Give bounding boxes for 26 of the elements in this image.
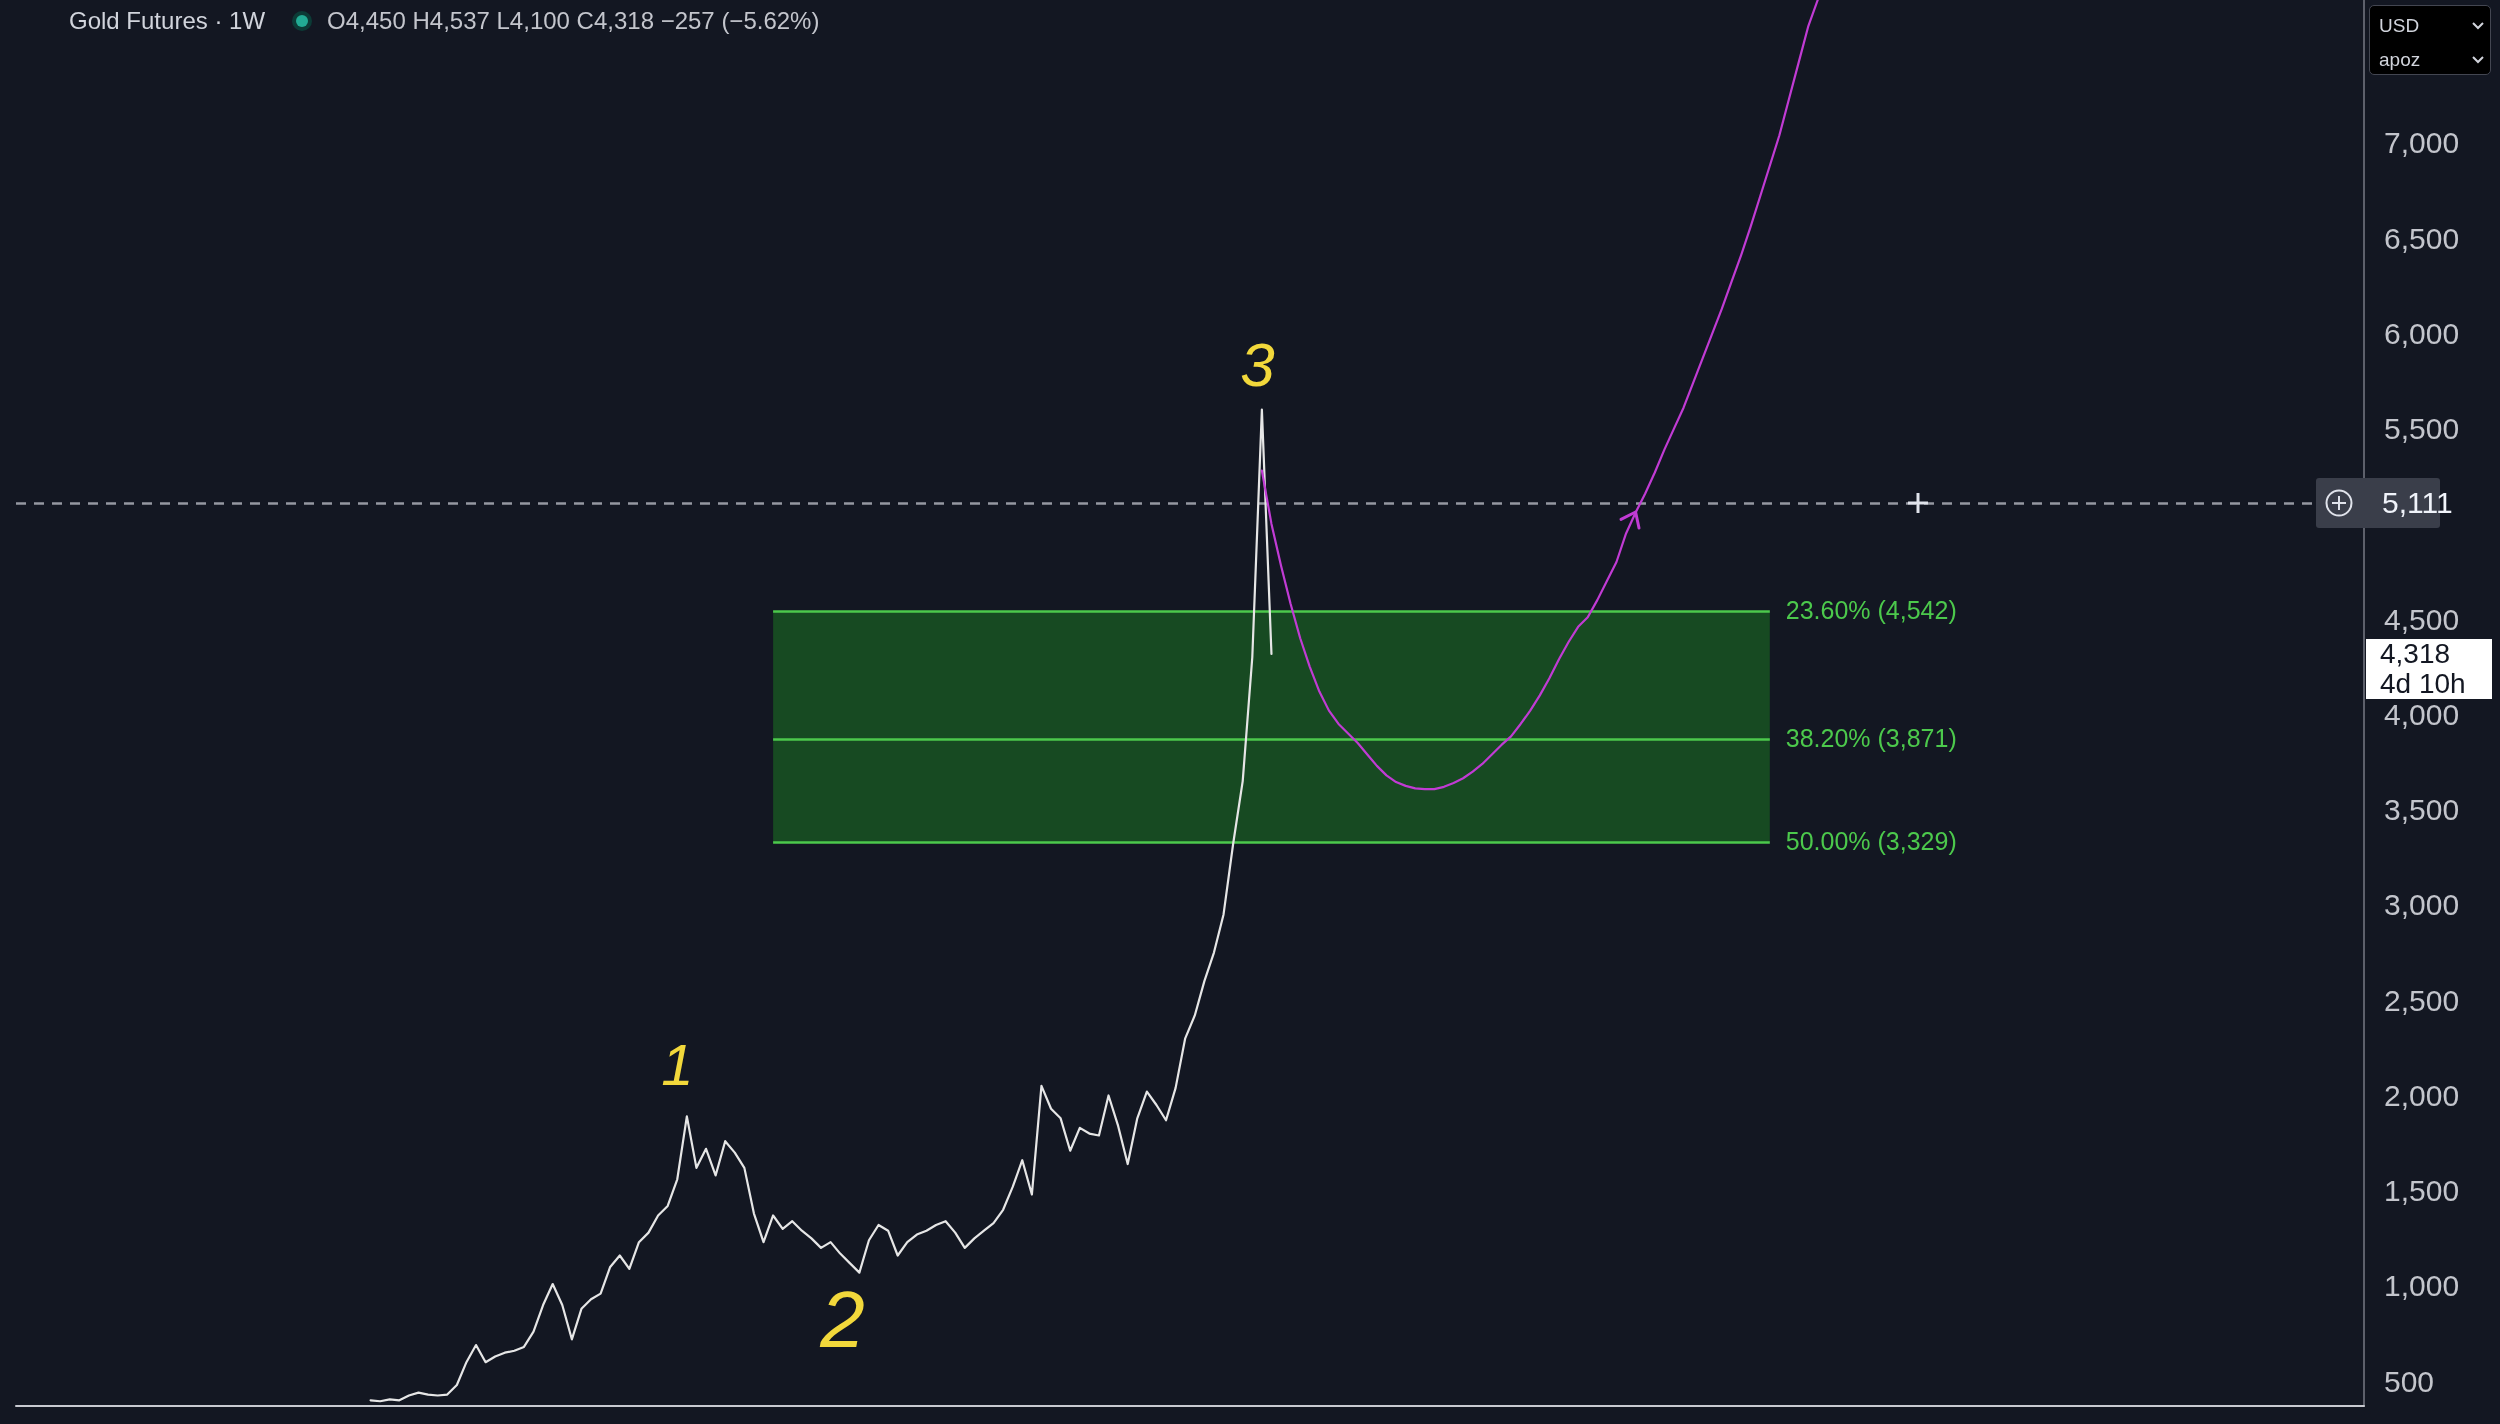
y-tick-label: 2,000	[2384, 1078, 2460, 1112]
chart-subtitle: O4,450 H4,537 L4,100 C4,318 −257 (−5.62%)	[327, 7, 820, 34]
annotation: 1	[661, 1032, 694, 1098]
annotation: 3	[1240, 329, 1275, 399]
y-tick-label: 7,000	[2384, 126, 2460, 160]
y-tick-label: 500	[2384, 1364, 2435, 1398]
y-tick-label: 2,500	[2384, 983, 2460, 1017]
y-tick-label: 3,000	[2384, 888, 2460, 922]
chart-title: Gold Futures · 1W	[69, 7, 266, 34]
dropdown-menu: USD apoz	[2369, 5, 2491, 75]
ref-line-label: 23.60% (4,542)	[1785, 596, 1957, 625]
ref-line-label: 38.20% (3,871)	[1785, 724, 1957, 752]
y-tick-label: 6,500	[2384, 221, 2460, 255]
y-tick-label: 4,500	[2384, 602, 2460, 636]
y-tick-label: 3,500	[2384, 793, 2460, 827]
annotation: 2	[820, 1275, 865, 1365]
y-tick-label: 1,000	[2384, 1269, 2460, 1303]
y-tick-label: 5,500	[2384, 412, 2460, 446]
line-series	[369, 408, 1273, 1403]
y-tick-label: 1,500	[2384, 1174, 2460, 1208]
y-tick-label: 6,000	[2384, 316, 2460, 350]
ref-line-label: 5,111	[2382, 485, 2453, 519]
ref-line-label: 50.00% (3,329)	[1785, 827, 1957, 856]
text: 4d 10h	[2366, 667, 2492, 699]
y-tick-label: 4,000	[2384, 697, 2460, 731]
text: 4,318	[2366, 637, 2492, 669]
